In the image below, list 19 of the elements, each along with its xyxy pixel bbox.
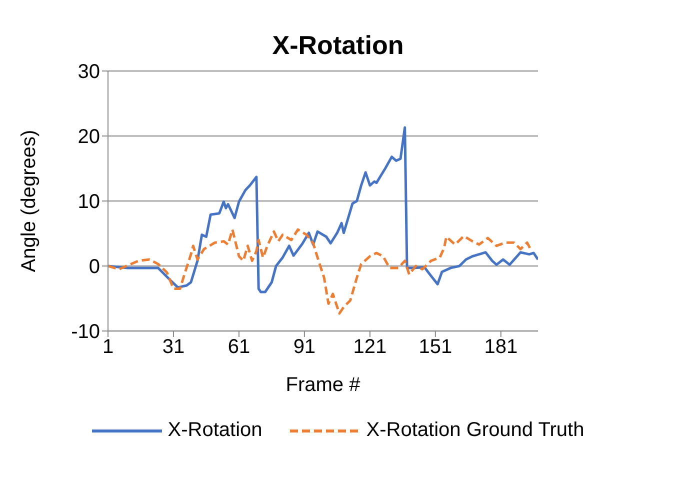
y-tick-label: 0 <box>88 256 100 278</box>
y-tick-label: 10 <box>78 191 100 214</box>
x-tick-label: 31 <box>162 336 185 358</box>
x-tick-label: 1 <box>102 336 114 358</box>
x-tick-label: 91 <box>293 336 316 358</box>
y-tick-label: 20 <box>78 126 100 148</box>
y-axis-title: Angle (degrees) <box>18 130 40 272</box>
y-tick-label: -10 <box>71 321 100 344</box>
x-tick-label: 151 <box>418 336 452 358</box>
y-tick-label: 30 <box>78 61 100 84</box>
legend-label: X-Rotation <box>168 419 262 442</box>
x-axis-title: Frame # <box>286 374 362 396</box>
x-tick-label: 121 <box>353 336 387 358</box>
legend-label: X-Rotation Ground Truth <box>366 419 584 442</box>
x-tick-label: 61 <box>228 336 250 358</box>
x-tick-label: 181 <box>484 336 518 358</box>
line-series <box>108 228 533 315</box>
chart-title: X-Rotation <box>271 30 405 61</box>
line-series <box>108 126 538 294</box>
